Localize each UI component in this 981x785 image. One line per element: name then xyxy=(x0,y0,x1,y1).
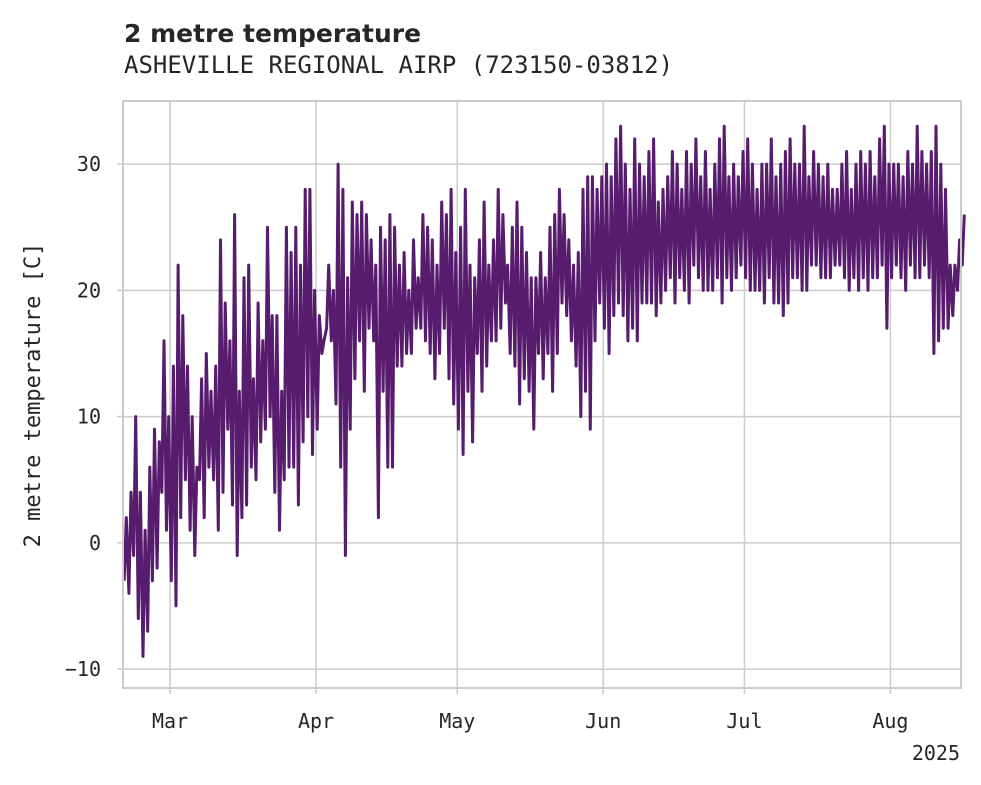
series-layer xyxy=(122,124,966,658)
chart-subtitle: ASHEVILLE REGIONAL AIRP (723150-03812) xyxy=(124,51,673,79)
y-tick-label: 30 xyxy=(77,152,101,176)
temperature-series-line xyxy=(122,124,966,658)
x-tick-label: May xyxy=(439,709,475,733)
y-tick-label: 20 xyxy=(77,278,101,302)
x-axis-year-label: 2025 xyxy=(912,741,960,765)
plot-frame xyxy=(122,100,962,689)
y-tick-label: 0 xyxy=(89,531,101,555)
x-tick-label: Mar xyxy=(152,709,188,733)
x-tick-labels: Mar Apr May Jun Jul Aug xyxy=(152,688,908,733)
y-tick-label: 10 xyxy=(77,405,101,429)
x-tick-label: Aug xyxy=(872,709,908,733)
y-tick-labels: −10 0 10 20 30 xyxy=(65,152,123,681)
x-tick-label: Jun xyxy=(585,709,621,733)
y-tick-label: −10 xyxy=(65,657,101,681)
y-axis-label: 2 metre temperature [C] xyxy=(21,243,46,548)
chart-title: 2 metre temperature xyxy=(124,19,421,48)
x-tick-label: Apr xyxy=(298,709,334,733)
x-tick-label: Jul xyxy=(726,709,762,733)
